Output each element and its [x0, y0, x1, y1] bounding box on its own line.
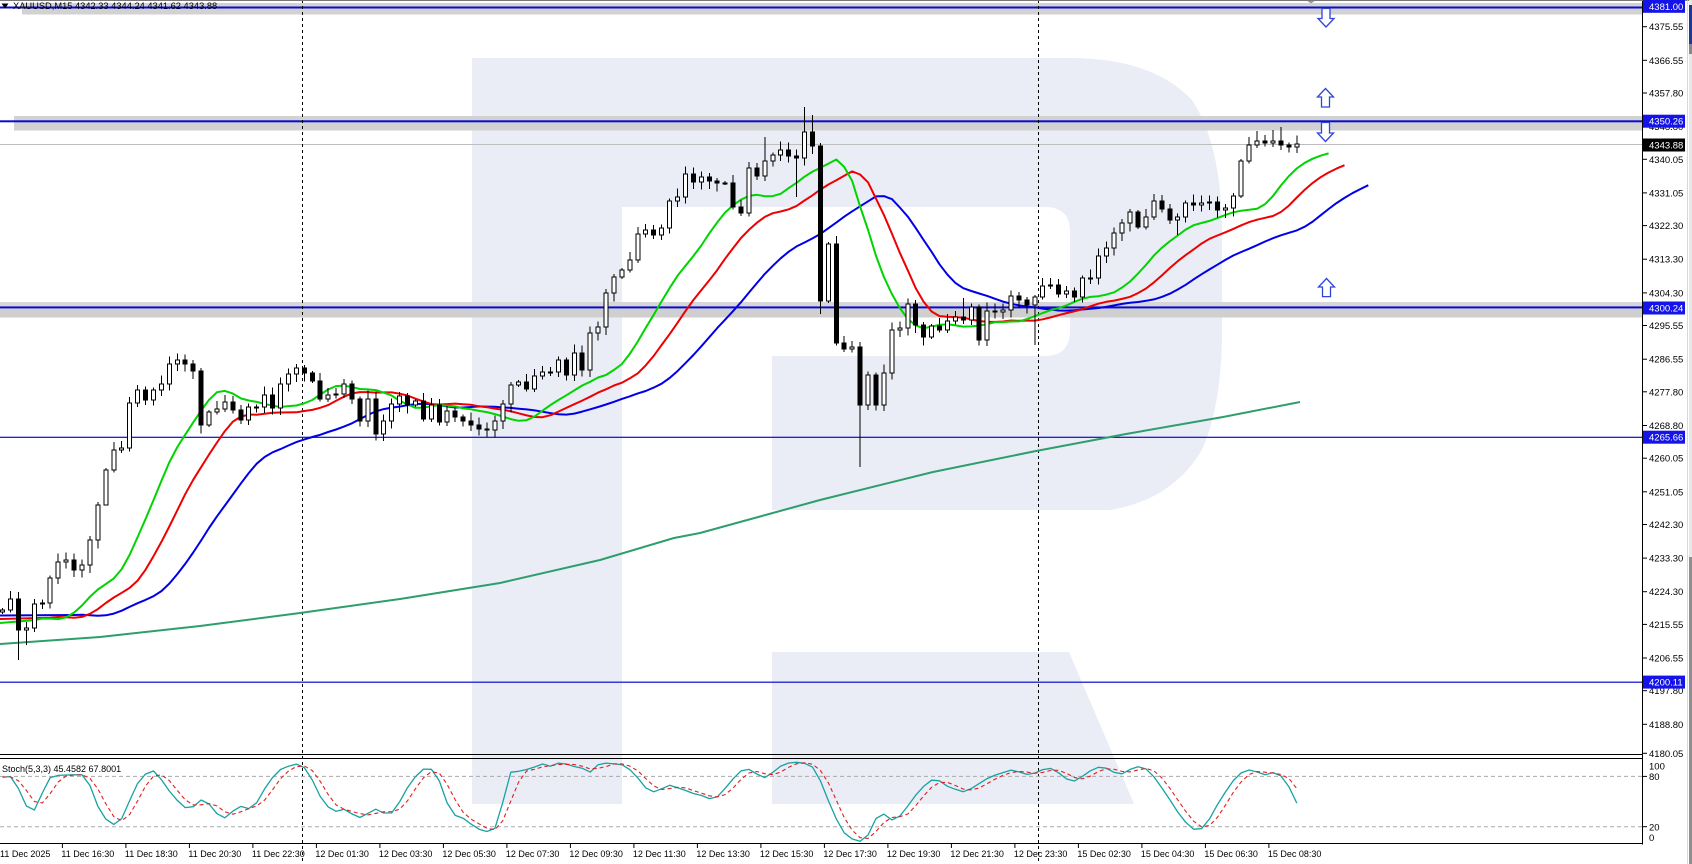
svg-text:12 Dec 21:30: 12 Dec 21:30	[950, 849, 1004, 859]
svg-text:4375.55: 4375.55	[1649, 22, 1683, 33]
svg-text:4357.80: 4357.80	[1649, 89, 1683, 100]
svg-text:4215.55: 4215.55	[1649, 620, 1683, 631]
svg-text:12 Dec 01:30: 12 Dec 01:30	[315, 849, 369, 859]
svg-text:4366.55: 4366.55	[1649, 56, 1683, 67]
svg-text:12 Dec 05:30: 12 Dec 05:30	[442, 849, 496, 859]
svg-text:11 Dec 20:30: 11 Dec 20:30	[188, 849, 241, 859]
svg-text:4300.24: 4300.24	[1649, 304, 1683, 315]
svg-text:12 Dec 03:30: 12 Dec 03:30	[379, 849, 433, 859]
svg-text:11 Dec 2025: 11 Dec 2025	[0, 849, 50, 859]
svg-text:11 Dec 18:30: 11 Dec 18:30	[125, 849, 178, 859]
svg-text:12 Dec 07:30: 12 Dec 07:30	[506, 849, 560, 859]
svg-text:4350.26: 4350.26	[1649, 117, 1683, 128]
svg-text:12 Dec 17:30: 12 Dec 17:30	[823, 849, 877, 859]
svg-text:12 Dec 11:30: 12 Dec 11:30	[633, 849, 686, 859]
svg-text:0: 0	[1649, 833, 1654, 844]
svg-text:80: 80	[1649, 772, 1660, 783]
svg-text:4224.30: 4224.30	[1649, 587, 1683, 598]
svg-text:4331.05: 4331.05	[1649, 188, 1683, 199]
svg-text:4180.05: 4180.05	[1649, 749, 1683, 760]
svg-text:4188.80: 4188.80	[1649, 720, 1683, 731]
svg-text:20: 20	[1649, 822, 1660, 833]
svg-text:4295.55: 4295.55	[1649, 321, 1683, 332]
svg-text:11 Dec 16:30: 11 Dec 16:30	[61, 849, 114, 859]
svg-text:4242.30: 4242.30	[1649, 520, 1683, 531]
svg-text:XAUUSD,M15 4342.33 4344.24 43: XAUUSD,M15 4342.33 4344.24 4341.62 4343.…	[13, 1, 217, 11]
svg-text:4265.66: 4265.66	[1649, 433, 1683, 444]
svg-text:4340.05: 4340.05	[1649, 155, 1683, 166]
svg-text:4343.88: 4343.88	[1649, 141, 1683, 152]
svg-text:12 Dec 19:30: 12 Dec 19:30	[887, 849, 941, 859]
svg-text:15 Dec 02:30: 15 Dec 02:30	[1077, 849, 1131, 859]
svg-text:4322.30: 4322.30	[1649, 221, 1683, 232]
svg-text:15 Dec 08:30: 15 Dec 08:30	[1268, 849, 1322, 859]
svg-text:15 Dec 04:30: 15 Dec 04:30	[1141, 849, 1195, 859]
svg-text:4304.30: 4304.30	[1649, 288, 1683, 299]
svg-text:12 Dec 09:30: 12 Dec 09:30	[569, 849, 623, 859]
svg-text:4251.05: 4251.05	[1649, 487, 1683, 498]
svg-text:100: 100	[1649, 761, 1665, 772]
svg-text:4197.80: 4197.80	[1649, 686, 1683, 697]
svg-text:4260.05: 4260.05	[1649, 454, 1683, 465]
svg-text:12 Dec 15:30: 12 Dec 15:30	[760, 849, 814, 859]
svg-text:4200.11: 4200.11	[1649, 678, 1683, 689]
svg-text:11 Dec 22:30: 11 Dec 22:30	[252, 849, 305, 859]
svg-text:15 Dec 06:30: 15 Dec 06:30	[1204, 849, 1258, 859]
svg-text:12 Dec 23:30: 12 Dec 23:30	[1014, 849, 1068, 859]
svg-text:4206.55: 4206.55	[1649, 654, 1683, 665]
svg-text:4286.55: 4286.55	[1649, 355, 1683, 366]
svg-text:4313.30: 4313.30	[1649, 255, 1683, 266]
svg-text:Stoch(5,3,3) 45.4582 67.8001: Stoch(5,3,3) 45.4582 67.8001	[2, 764, 121, 774]
svg-text:4381.00: 4381.00	[1649, 2, 1683, 13]
svg-text:4268.80: 4268.80	[1649, 421, 1683, 432]
svg-text:4277.80: 4277.80	[1649, 387, 1683, 398]
svg-text:12 Dec 13:30: 12 Dec 13:30	[696, 849, 750, 859]
svg-text:4233.30: 4233.30	[1649, 554, 1683, 565]
